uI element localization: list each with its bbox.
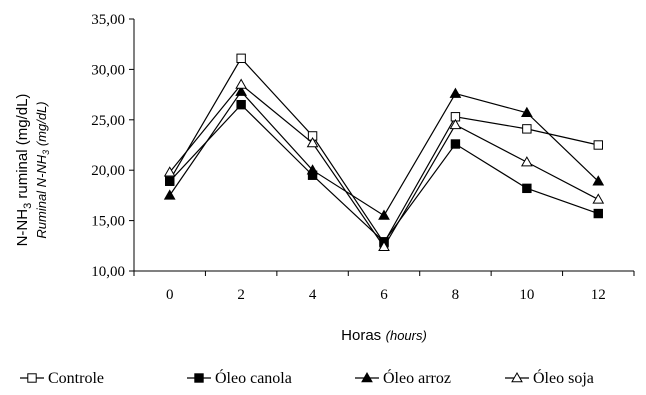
series-line: [169, 90, 599, 217]
x-axis-label-italic: (hours): [386, 328, 427, 343]
x-tick-label: 10: [519, 287, 534, 303]
data-point: [592, 175, 605, 186]
data-point: [378, 240, 390, 252]
series-2: [163, 85, 605, 220]
y-axis-label-prefix: N-NH: [14, 209, 31, 247]
y-tick-label: 15,00: [91, 214, 125, 230]
legend-label: Óleo soja: [533, 368, 594, 387]
y-axis-label-italic: Ruminal N-NH3 (mg/dL): [34, 101, 51, 238]
data-point: [449, 118, 462, 130]
data-point: [306, 164, 319, 175]
y-tick-label: 35,00: [91, 12, 125, 28]
data-point: [163, 189, 176, 200]
data-point: [306, 136, 319, 148]
data-point: [522, 183, 532, 194]
x-tick-label: 6: [380, 287, 388, 303]
data-point: [522, 124, 532, 134]
x-tick-label: 12: [591, 287, 606, 303]
axes: [133, 19, 634, 272]
series-line: [169, 103, 599, 243]
y-axis-label-italic-sub: 3: [41, 150, 51, 155]
data-point: [235, 78, 248, 89]
y-ticks: 10,00 15,00 20,00 25,00 30,00 35,00: [91, 12, 134, 280]
y-tick-label: 10,00: [91, 264, 125, 280]
data-point: [450, 139, 461, 149]
x-tick-label: 8: [452, 287, 460, 303]
series-group: [163, 53, 605, 252]
data-point: [449, 87, 462, 98]
data-point: [236, 99, 246, 110]
legend-label: Óleo arroz: [383, 368, 451, 387]
y-tick-label: 30,00: [91, 62, 125, 78]
x-tick-label: 0: [166, 287, 174, 303]
x-ticks: 0 2 4 6 8 10 12: [133, 271, 635, 303]
legend-marker: [27, 373, 37, 383]
series-3: [163, 78, 605, 252]
legend-marker: [194, 373, 204, 383]
data-point: [520, 106, 533, 117]
x-axis-label: Horas (hours): [341, 327, 427, 344]
data-point: [235, 85, 248, 96]
data-point: [592, 193, 605, 204]
legend-label: Óleo canola: [215, 368, 292, 387]
legend: Controle Óleo canola Óleo arroz Óleo soja: [20, 368, 594, 387]
data-point: [165, 176, 175, 186]
y-tick-label: 25,00: [91, 113, 125, 129]
data-point: [520, 156, 533, 167]
y-axis-label-suffix: ruminal (mg/dL): [14, 94, 31, 203]
y-axis-label: N-NH3 ruminal (mg/dL): [14, 94, 34, 247]
data-point: [378, 209, 390, 220]
legend-marker: [361, 371, 373, 383]
legend-marker: [511, 371, 523, 383]
data-point: [593, 208, 603, 219]
x-tick-label: 2: [237, 287, 245, 303]
y-axis-label-sub: 3: [22, 203, 34, 209]
legend-label: Controle: [48, 370, 104, 387]
data-point: [593, 140, 603, 150]
x-tick-label: 4: [309, 287, 317, 303]
x-axis-label-main: Horas: [341, 327, 381, 344]
series-line: [169, 83, 599, 248]
y-tick-label: 20,00: [91, 163, 125, 179]
data-point: [236, 53, 246, 64]
y-axis-label-italic-suffix: (mg/dL): [34, 101, 49, 149]
data-point: [163, 166, 176, 177]
y-axis-label-italic-prefix: Ruminal N-NH: [34, 154, 49, 238]
